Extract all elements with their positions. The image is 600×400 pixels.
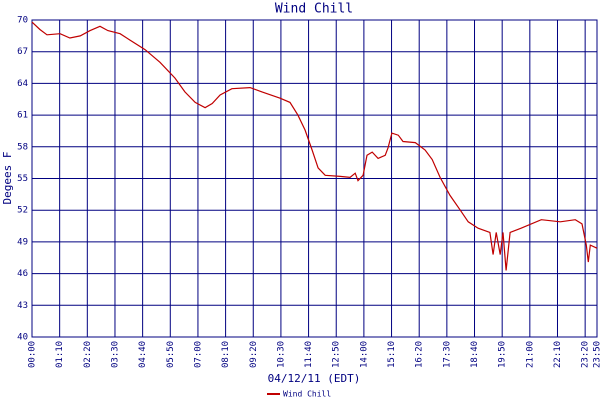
y-tick-label: 67 <box>17 47 28 57</box>
x-tick-label: 15:10 <box>387 341 397 368</box>
x-tick-label: 11:40 <box>304 341 314 368</box>
x-tick-label: 18:40 <box>470 341 480 368</box>
y-axis-label: Degees F <box>1 152 14 205</box>
y-tick-label: 49 <box>17 237 28 247</box>
x-tick-label: 23:50 <box>593 341 600 368</box>
y-tick-label: 46 <box>17 269 28 279</box>
x-tick-label: 16:20 <box>415 341 425 368</box>
chart-title: Wind Chill <box>275 2 353 17</box>
data-line <box>31 21 598 271</box>
x-tick-label: 01:10 <box>55 341 65 368</box>
x-tick-label: 09:20 <box>249 341 259 368</box>
x-tick-label: 00:00 <box>28 341 38 368</box>
x-tick-label: 04:40 <box>138 341 148 368</box>
y-tick-label: 58 <box>17 142 28 152</box>
legend-label: Wind Chill <box>283 390 331 399</box>
x-axis-label: 04/12/11 (EDT) <box>268 372 361 385</box>
y-tick-label: 43 <box>17 301 28 311</box>
y-tick-label: 40 <box>17 333 28 343</box>
x-tick-label: 22:10 <box>553 341 563 368</box>
y-tick-label: 61 <box>17 111 28 121</box>
x-tick-label: 07:00 <box>193 341 203 368</box>
y-tick-label: 55 <box>17 174 28 184</box>
x-tick-label: 08:10 <box>221 341 231 368</box>
x-tick-label: 19:50 <box>498 341 508 368</box>
y-tick-label: 52 <box>17 206 28 216</box>
x-tick-label: 17:30 <box>442 341 452 368</box>
x-tick-label: 12:50 <box>332 341 342 368</box>
y-tick-label: 64 <box>17 79 28 89</box>
x-tick-label: 21:00 <box>525 341 535 368</box>
x-tick-label: 02:20 <box>83 341 93 368</box>
x-tick-label: 14:00 <box>359 341 369 368</box>
x-tick-label: 10:30 <box>276 341 286 368</box>
x-tick-label: 23:20 <box>581 341 591 368</box>
x-tick-label: 03:30 <box>110 341 120 368</box>
y-tick-label: 70 <box>17 16 28 26</box>
x-tick-label: 05:50 <box>166 341 176 368</box>
